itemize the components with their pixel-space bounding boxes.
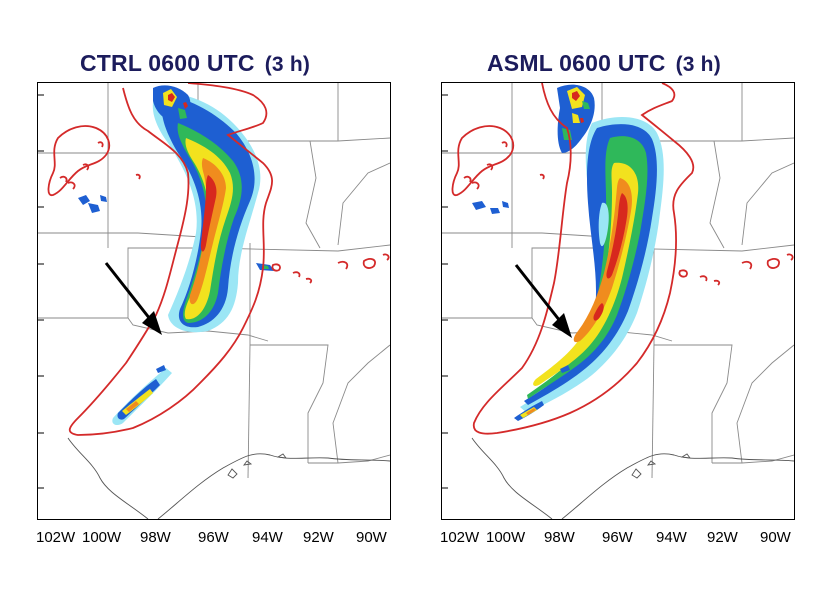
lon-label: 96W — [198, 529, 229, 546]
y-ticks — [442, 94, 448, 489]
lon-label: 90W — [356, 529, 387, 546]
lon-label: 98W — [544, 529, 575, 546]
annotation-arrow — [514, 264, 572, 338]
map-canvas — [442, 83, 794, 519]
lon-label: 90W — [760, 529, 791, 546]
lon-label: 94W — [252, 529, 283, 546]
panel-title-text: CTRL 0600 UTC — [80, 50, 255, 76]
coastline — [471, 437, 794, 519]
panel-subtitle: (3 h) — [264, 53, 311, 76]
lon-label: 94W — [656, 529, 687, 546]
panel-title-asml: ASML 0600 UTC (3 h) — [487, 50, 721, 77]
map-panel-ctrl — [37, 82, 391, 520]
red-contour — [47, 83, 390, 436]
lon-label: 100W — [82, 529, 122, 546]
map-panel-asml — [441, 82, 795, 520]
lon-label: 92W — [303, 529, 334, 546]
lon-label: 102W — [440, 529, 480, 546]
y-ticks — [38, 94, 44, 489]
lon-label: 98W — [140, 529, 171, 546]
lon-label: 92W — [707, 529, 738, 546]
map-canvas — [38, 83, 390, 519]
lon-label: 96W — [602, 529, 633, 546]
lon-label: 100W — [486, 529, 526, 546]
precip-field — [472, 84, 664, 421]
panel-title-ctrl: CTRL 0600 UTC (3 h) — [80, 50, 310, 77]
red-contour — [451, 83, 794, 435]
lon-label: 102W — [36, 529, 76, 546]
annotation-arrow — [104, 262, 162, 335]
panel-subtitle: (3 h) — [675, 53, 721, 76]
panel-title-text: ASML 0600 UTC — [487, 50, 666, 76]
precip-field — [78, 85, 274, 426]
coastline — [67, 437, 390, 519]
